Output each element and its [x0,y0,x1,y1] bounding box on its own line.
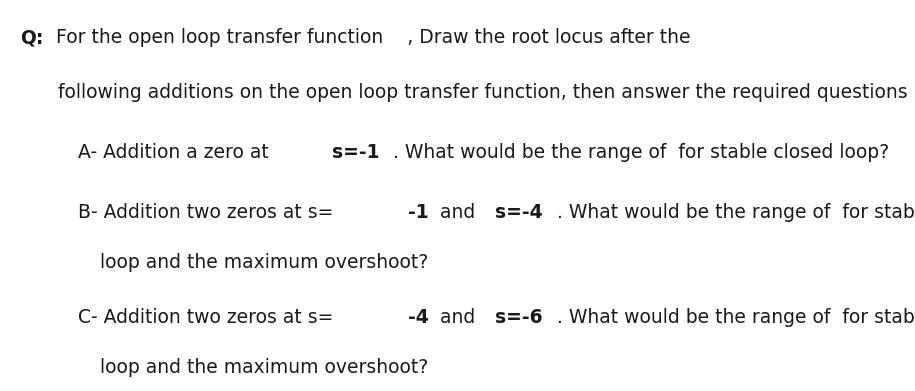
Text: Q:: Q: [20,28,43,47]
Text: . What would be the range of  for stable closed loop?: . What would be the range of for stable … [393,143,889,162]
Text: and: and [435,308,481,327]
Text: -4: -4 [407,308,428,327]
Text: loop and the maximum overshoot?: loop and the maximum overshoot? [100,358,428,377]
Text: s=-4: s=-4 [495,203,543,222]
Text: and: and [434,203,481,222]
Text: B- Addition two zeros at s=: B- Addition two zeros at s= [78,203,333,222]
Text: s=-6: s=-6 [495,308,543,327]
Text: . What would be the range of  for stable closed: . What would be the range of for stable … [556,308,915,327]
Text: following additions on the open loop transfer function, then answer the required: following additions on the open loop tra… [58,83,908,102]
Text: loop and the maximum overshoot?: loop and the maximum overshoot? [100,253,428,272]
Text: s=-1: s=-1 [332,143,380,162]
Text: -1: -1 [407,203,428,222]
Text: . What would be the range of  for stable closed: . What would be the range of for stable … [556,203,915,222]
Text: For the open loop transfer function    , Draw the root locus after the: For the open loop transfer function , Dr… [50,28,691,47]
Text: A- Addition a zero at: A- Addition a zero at [78,143,274,162]
Text: C- Addition two zeros at s=: C- Addition two zeros at s= [78,308,333,327]
